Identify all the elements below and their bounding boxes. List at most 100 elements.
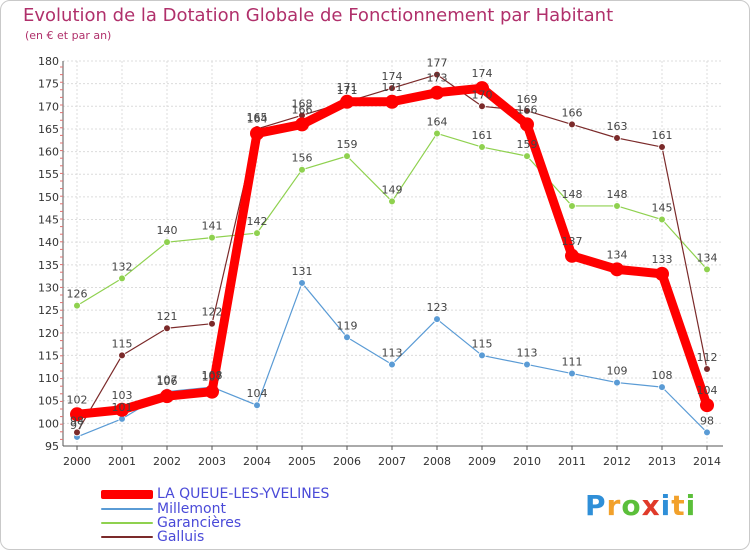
x-tick-label: 2005 <box>288 455 316 468</box>
x-tick-label: 2012 <box>603 455 631 468</box>
y-tick-label: 135 <box>38 259 59 272</box>
legend-label: LA QUEUE-LES-YVELINES <box>157 486 330 502</box>
proxiti-logo: Proxiti <box>585 489 696 522</box>
data-label: 123 <box>427 301 448 314</box>
data-point <box>613 378 621 387</box>
y-tick-label: 145 <box>38 214 59 227</box>
legend-item-millemont: Millemont <box>101 501 226 517</box>
data-label: 141 <box>202 220 223 233</box>
logo-letter: P <box>585 489 607 522</box>
data-label: 166 <box>292 103 313 116</box>
data-label: 102 <box>67 393 88 406</box>
legend-item-galluis: Galluis <box>101 529 204 545</box>
data-point <box>523 152 531 160</box>
legend-swatch-icon <box>101 489 153 499</box>
data-label: 149 <box>382 183 403 196</box>
data-label: 173 <box>427 72 448 85</box>
data-point <box>568 120 576 129</box>
data-point <box>523 360 531 369</box>
data-label: 164 <box>247 112 268 125</box>
data-point <box>208 233 216 242</box>
data-label: 165 <box>247 111 268 124</box>
data-point <box>205 384 219 399</box>
data-label: 133 <box>652 253 673 266</box>
legend-label: Millemont <box>157 501 226 517</box>
data-label: 171 <box>382 81 403 94</box>
data-label: 107 <box>157 374 178 387</box>
data-point <box>388 360 396 369</box>
y-tick-label: 105 <box>38 395 59 408</box>
data-label: 170 <box>472 88 493 101</box>
data-point <box>703 365 711 373</box>
axes: 95 100 105 110 115 120 125 130 135 140 145 150 155 16… <box>38 55 723 468</box>
series-lines <box>70 70 714 441</box>
data-label: 115 <box>112 337 133 350</box>
logo-letter: x <box>641 489 661 522</box>
data-point <box>475 81 489 96</box>
data-label: 103 <box>112 389 133 402</box>
x-tick-label: 2008 <box>423 455 451 468</box>
data-label: 164 <box>427 115 448 128</box>
y-tick-label: 160 <box>38 146 59 159</box>
data-label: 171 <box>337 81 358 94</box>
data-label: 134 <box>697 251 718 264</box>
y-tick-label: 130 <box>38 281 59 294</box>
data-point <box>523 107 531 115</box>
logo-letter: r <box>606 489 622 522</box>
data-point <box>70 407 84 422</box>
data-point <box>610 262 624 277</box>
data-label: 177 <box>427 57 448 70</box>
data-point <box>115 402 129 417</box>
x-tick-label: 2010 <box>513 455 541 468</box>
legend-swatch-icon <box>101 522 153 524</box>
data-point <box>568 202 576 210</box>
data-label: 145 <box>652 202 673 215</box>
data-label: 142 <box>247 215 268 228</box>
y-tick-label: 100 <box>38 417 59 430</box>
data-point <box>250 126 264 141</box>
data-label: 148 <box>562 188 583 201</box>
logo-letter: o <box>621 489 642 522</box>
data-label: 159 <box>517 138 538 151</box>
data-point <box>73 301 81 310</box>
data-label: 134 <box>607 248 628 261</box>
data-point <box>163 324 171 333</box>
data-point <box>568 369 576 378</box>
data-label: 108 <box>652 369 673 382</box>
legend-item-garancieres: Garancières <box>101 515 241 531</box>
data-point <box>658 383 666 391</box>
data-point <box>253 229 261 237</box>
x-tick-label: 2013 <box>648 455 676 468</box>
x-tick-label: 2014 <box>693 455 721 468</box>
data-label: 104 <box>697 384 718 397</box>
y-tick-label: 170 <box>38 100 59 113</box>
data-point <box>700 398 714 413</box>
x-tick-label: 2001 <box>108 455 136 468</box>
data-label: 107 <box>202 371 223 384</box>
x-tick-label: 2004 <box>243 455 271 468</box>
data-point <box>478 102 486 111</box>
x-tick-label: 2007 <box>378 455 406 468</box>
x-tick-label: 2002 <box>153 455 181 468</box>
data-label: 106 <box>157 375 178 388</box>
data-point <box>208 319 216 328</box>
y-tick-label: 95 <box>45 440 59 453</box>
x-tick-label: 2011 <box>558 455 586 468</box>
logo-letter: i <box>685 489 697 522</box>
y-tick-label: 175 <box>38 78 59 91</box>
x-tick-label: 2000 <box>63 455 91 468</box>
data-label: 115 <box>472 337 493 350</box>
data-label: 163 <box>607 120 628 133</box>
data-point <box>703 428 711 437</box>
data-label: 156 <box>292 152 313 165</box>
y-tick-label: 125 <box>38 304 59 317</box>
legend-item-la-queue-les-yvelines: LA QUEUE-LES-YVELINES <box>101 486 330 502</box>
data-label: 112 <box>697 351 718 364</box>
data-point <box>520 117 534 132</box>
data-label: 131 <box>292 265 313 278</box>
data-point <box>658 143 666 151</box>
data-label: 161 <box>652 129 673 142</box>
data-label: 109 <box>607 365 628 378</box>
